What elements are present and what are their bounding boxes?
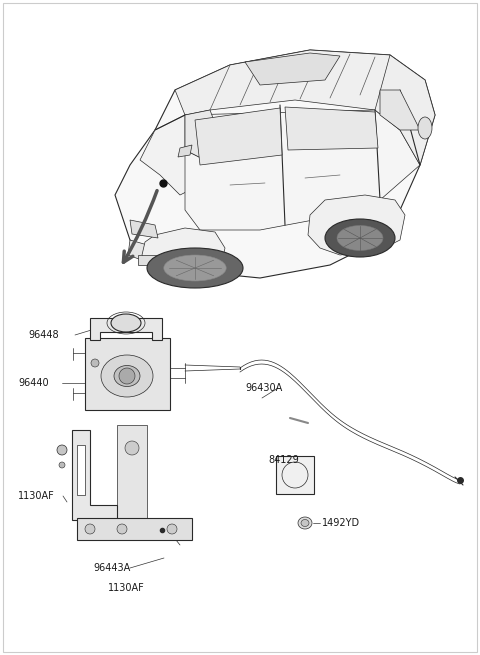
Circle shape (125, 441, 139, 455)
Circle shape (117, 524, 127, 534)
Text: 96448: 96448 (28, 330, 59, 340)
Text: 84129: 84129 (268, 455, 299, 465)
Polygon shape (115, 50, 435, 278)
Text: 96430A: 96430A (245, 383, 282, 393)
Polygon shape (195, 108, 282, 165)
Ellipse shape (337, 225, 383, 250)
Polygon shape (77, 518, 192, 540)
Circle shape (119, 368, 135, 384)
Text: 96443A: 96443A (93, 563, 130, 573)
Polygon shape (308, 195, 405, 255)
Polygon shape (142, 228, 225, 280)
Circle shape (91, 359, 99, 367)
Ellipse shape (101, 355, 153, 397)
Ellipse shape (147, 248, 243, 288)
Polygon shape (245, 53, 340, 85)
Text: 1130AF: 1130AF (108, 583, 145, 593)
Text: 96440: 96440 (18, 378, 48, 388)
Ellipse shape (325, 219, 395, 257)
Text: 1492YD: 1492YD (322, 518, 360, 528)
Ellipse shape (301, 519, 309, 527)
Bar (276, 456, 314, 494)
Polygon shape (130, 220, 158, 238)
Polygon shape (185, 110, 225, 160)
Polygon shape (128, 240, 200, 278)
Bar (85, 338, 170, 410)
Circle shape (85, 524, 95, 534)
Ellipse shape (298, 517, 312, 529)
Polygon shape (285, 107, 378, 150)
Text: 1130AF: 1130AF (18, 491, 55, 501)
Bar (138, 255, 160, 265)
Ellipse shape (111, 314, 141, 332)
Ellipse shape (418, 117, 432, 139)
Ellipse shape (164, 255, 226, 281)
Polygon shape (90, 318, 162, 340)
Circle shape (59, 462, 65, 468)
Polygon shape (380, 90, 420, 130)
Circle shape (167, 524, 177, 534)
Polygon shape (140, 115, 200, 195)
Polygon shape (72, 430, 117, 520)
Polygon shape (178, 145, 192, 157)
Polygon shape (375, 55, 435, 165)
Polygon shape (175, 50, 400, 115)
Polygon shape (77, 445, 85, 495)
Polygon shape (185, 110, 420, 230)
Polygon shape (117, 425, 147, 520)
Circle shape (57, 445, 67, 455)
Ellipse shape (114, 365, 140, 386)
